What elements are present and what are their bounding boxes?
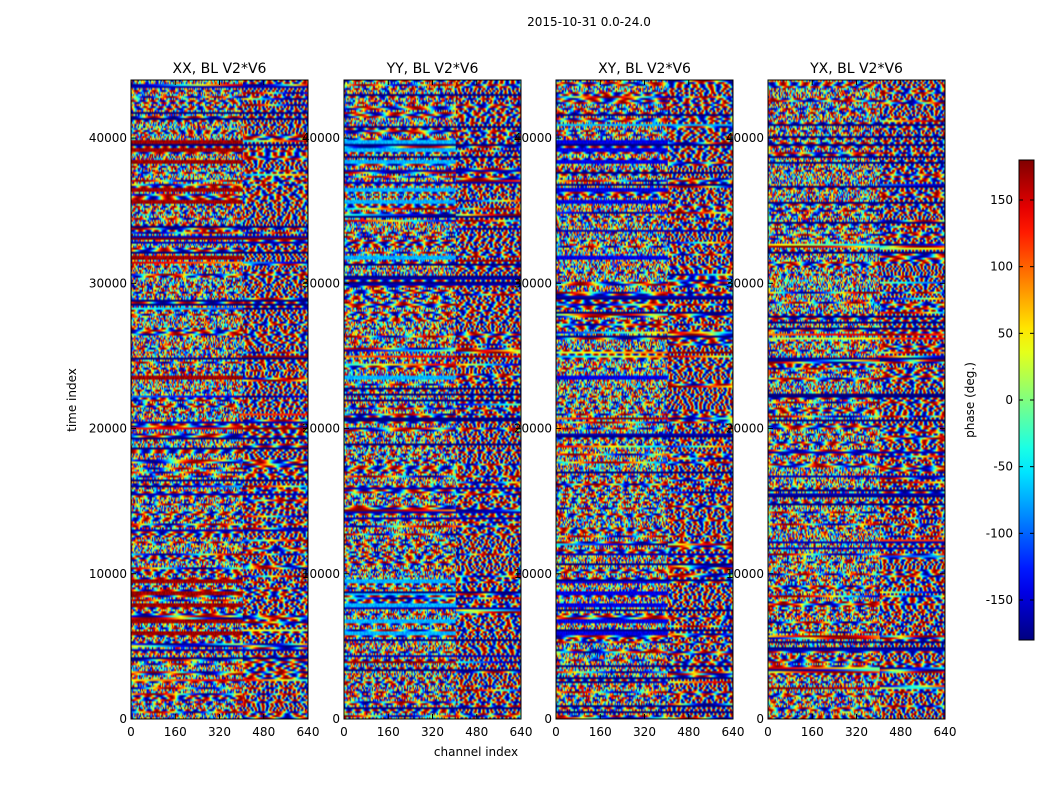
x-tick-label: 160	[801, 725, 824, 739]
panel-heatmap	[768, 80, 945, 719]
y-tick-label: 40000	[89, 131, 127, 145]
colorbar-tick-label: 50	[998, 326, 1013, 340]
colorbar-tick-label: -150	[986, 593, 1013, 607]
x-tick-label: 320	[208, 725, 231, 739]
panel-title: XY, BL V2*V6	[598, 61, 691, 77]
figure-suptitle: 2015-10-31 0.0-24.0	[527, 15, 651, 29]
panel-title: XX, BL V2*V6	[173, 61, 267, 77]
y-tick-label: 20000	[514, 422, 552, 436]
x-tick-label: 480	[465, 725, 488, 739]
x-tick-label: 320	[845, 725, 868, 739]
x-tick-label: 0	[552, 725, 560, 739]
y-tick-label: 30000	[89, 276, 127, 290]
x-tick-label: 0	[340, 725, 348, 739]
x-tick-label: 0	[127, 725, 135, 739]
panel-yy: YY, BL V2*V6 0 160 320 480 640 0 10000 20000 3000…	[302, 61, 533, 739]
y-tick-label: 10000	[726, 567, 764, 581]
y-tick-label: 0	[756, 712, 764, 726]
x-tick-label: 480	[677, 725, 700, 739]
x-tick-label: 160	[164, 725, 187, 739]
x-tick-label: 160	[589, 725, 612, 739]
colorbar-tick-label: 150	[990, 193, 1013, 207]
panel-heatmap	[556, 80, 733, 719]
y-tick-label: 0	[119, 712, 127, 726]
colorbar-tick-label: 0	[1005, 393, 1013, 407]
panel-heatmap	[344, 80, 521, 719]
x-tick-label: 320	[421, 725, 444, 739]
y-tick-label: 40000	[302, 131, 340, 145]
panel-xx: XX, BL V2*V6 0 160 320 480 640 0 10000 20000 3000…	[89, 61, 320, 739]
panel-yx: YX, BL V2*V6 0 160 320 480 640 0 10000 20000 3000…	[726, 61, 957, 739]
y-tick-label: 30000	[302, 276, 340, 290]
colorbar-tick-label: 100	[990, 260, 1013, 274]
x-tick-label: 640	[510, 725, 533, 739]
colorbar-tick-label: -50	[993, 460, 1013, 474]
y-tick-label: 10000	[514, 567, 552, 581]
x-tick-label: 640	[722, 725, 745, 739]
y-tick-label: 20000	[302, 422, 340, 436]
y-tick-label: 40000	[514, 131, 552, 145]
x-axis-label: channel index	[434, 745, 518, 759]
y-tick-label: 30000	[514, 276, 552, 290]
y-tick-label: 0	[544, 712, 552, 726]
colorbar: -150 -100 -50 0 50 100 150 phase (deg.)	[963, 159, 1035, 641]
panels-group: XX, BL V2*V6 0 160 320 480 640 0 10000 20000 3000…	[89, 61, 957, 739]
x-tick-label: 320	[633, 725, 656, 739]
y-tick-label: 10000	[89, 567, 127, 581]
y-tick-label: 10000	[302, 567, 340, 581]
x-tick-label: 640	[297, 725, 320, 739]
panel-heatmap	[131, 80, 308, 719]
y-tick-label: 0	[332, 712, 340, 726]
x-tick-label: 480	[252, 725, 275, 739]
y-tick-label: 30000	[726, 276, 764, 290]
y-tick-label: 20000	[89, 422, 127, 436]
y-tick-label: 20000	[726, 422, 764, 436]
x-tick-label: 640	[934, 725, 957, 739]
x-tick-label: 0	[764, 725, 772, 739]
x-tick-label: 160	[377, 725, 400, 739]
y-tick-label: 40000	[726, 131, 764, 145]
y-axis-label: time index	[65, 368, 79, 432]
panel-title: YY, BL V2*V6	[386, 61, 479, 77]
panel-title: YX, BL V2*V6	[809, 61, 903, 77]
x-tick-label: 480	[889, 725, 912, 739]
panel-xy: XY, BL V2*V6 0 160 320 480 640 0 10000 20000 3000…	[514, 61, 745, 739]
colorbar-label: phase (deg.)	[963, 362, 977, 438]
colorbar-tick-label: -100	[986, 526, 1013, 540]
